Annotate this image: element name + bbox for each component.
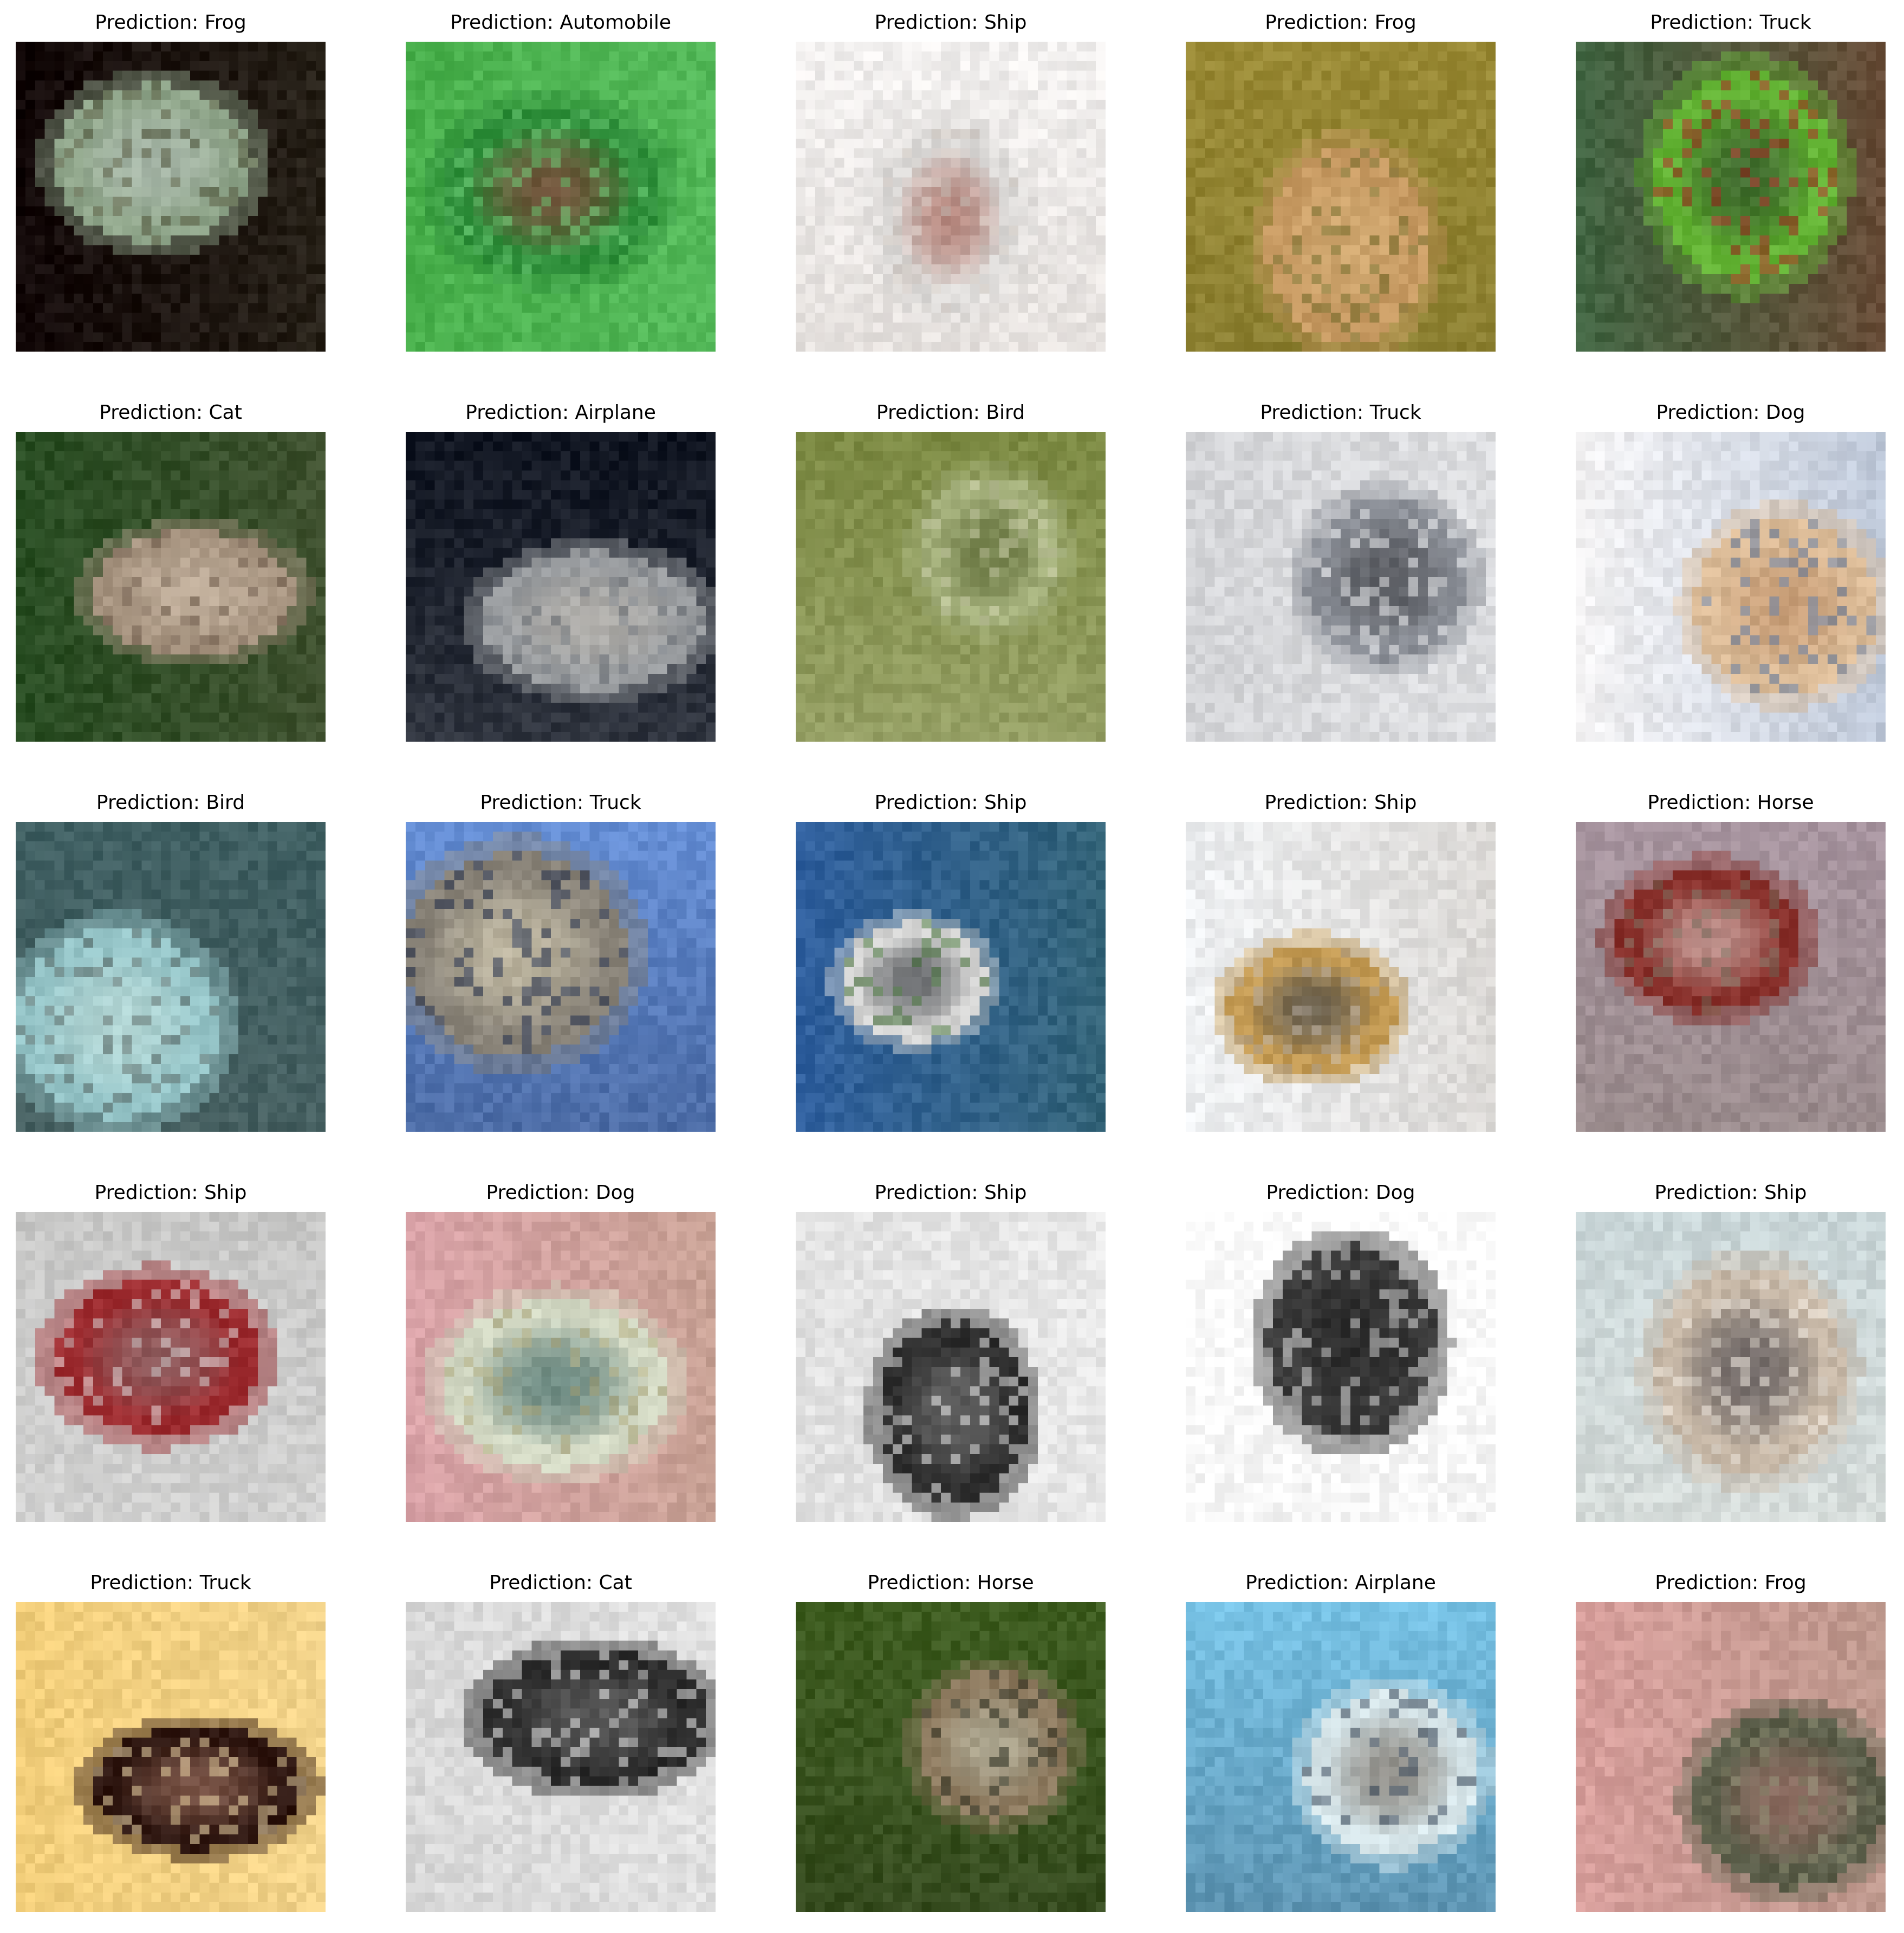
- prediction-title: Prediction: Cat: [0, 397, 369, 429]
- sample-image-horse: [796, 1602, 1106, 1912]
- prediction-title: Prediction: Ship: [752, 787, 1149, 819]
- prediction-panel: Prediction: Ship: [796, 1177, 1106, 1522]
- prediction-title: Prediction: Ship: [0, 1177, 369, 1209]
- sample-image-truck: [1186, 432, 1496, 742]
- prediction-title: Prediction: Dog: [1532, 397, 1904, 429]
- prediction-panel: Prediction: Frog: [16, 7, 326, 352]
- sample-image-dog: [1576, 432, 1886, 742]
- prediction-title: Prediction: Frog: [1532, 1567, 1904, 1599]
- prediction-title: Prediction: Ship: [1532, 1177, 1904, 1209]
- prediction-panel: Prediction: Dog: [1576, 397, 1886, 742]
- sample-image-ship: [16, 1212, 326, 1522]
- prediction-panel: Prediction: Dog: [1186, 1177, 1496, 1522]
- prediction-title: Prediction: Airplane: [362, 397, 759, 429]
- prediction-panel: Prediction: Bird: [796, 397, 1106, 742]
- prediction-title: Prediction: Horse: [1532, 787, 1904, 819]
- sample-image-horse: [1576, 822, 1886, 1132]
- prediction-title: Prediction: Airplane: [1142, 1567, 1539, 1599]
- sample-image-airplane: [406, 432, 716, 742]
- sample-image-truck: [1576, 42, 1886, 352]
- prediction-panel: Prediction: Horse: [1576, 787, 1886, 1132]
- prediction-panel: Prediction: Ship: [16, 1177, 326, 1522]
- prediction-panel: Prediction: Frog: [1576, 1567, 1886, 1912]
- prediction-panel: Prediction: Automobile: [406, 7, 716, 352]
- prediction-panel: Prediction: Airplane: [1186, 1567, 1496, 1912]
- sample-image-automobile: [406, 42, 716, 352]
- prediction-title: Prediction: Truck: [1532, 7, 1904, 39]
- sample-image-frog: [1576, 1602, 1886, 1912]
- sample-image-ship: [796, 42, 1106, 352]
- prediction-title: Prediction: Automobile: [362, 7, 759, 39]
- prediction-title: Prediction: Cat: [362, 1567, 759, 1599]
- prediction-title: Prediction: Frog: [0, 7, 369, 39]
- sample-image-ship: [796, 1212, 1106, 1522]
- sample-image-ship: [796, 822, 1106, 1132]
- sample-image-ship: [1186, 822, 1496, 1132]
- prediction-panel: Prediction: Truck: [16, 1567, 326, 1912]
- prediction-title: Prediction: Horse: [752, 1567, 1149, 1599]
- prediction-title: Prediction: Frog: [1142, 7, 1539, 39]
- prediction-panel: Prediction: Frog: [1186, 7, 1496, 352]
- prediction-panel: Prediction: Truck: [1576, 7, 1886, 352]
- prediction-panel: Prediction: Ship: [796, 787, 1106, 1132]
- sample-image-truck: [16, 1602, 326, 1912]
- sample-image-bird: [16, 822, 326, 1132]
- prediction-title: Prediction: Truck: [362, 787, 759, 819]
- prediction-title: Prediction: Ship: [752, 7, 1149, 39]
- prediction-panel: Prediction: Horse: [796, 1567, 1106, 1912]
- sample-image-truck: [406, 822, 716, 1132]
- prediction-panel: Prediction: Bird: [16, 787, 326, 1132]
- sample-image-cat: [16, 432, 326, 742]
- prediction-title: Prediction: Truck: [1142, 397, 1539, 429]
- prediction-title: Prediction: Ship: [1142, 787, 1539, 819]
- prediction-panel: Prediction: Ship: [1576, 1177, 1886, 1522]
- prediction-title: Prediction: Bird: [0, 787, 369, 819]
- prediction-panel: Prediction: Cat: [16, 397, 326, 742]
- prediction-title: Prediction: Dog: [362, 1177, 759, 1209]
- prediction-panel: Prediction: Cat: [406, 1567, 716, 1912]
- prediction-title: Prediction: Dog: [1142, 1177, 1539, 1209]
- sample-image-bird: [796, 432, 1106, 742]
- sample-image-dog: [1186, 1212, 1496, 1522]
- prediction-panel: Prediction: Ship: [1186, 787, 1496, 1132]
- prediction-panel: Prediction: Dog: [406, 1177, 716, 1522]
- sample-image-airplane: [1186, 1602, 1496, 1912]
- sample-image-frog: [1186, 42, 1496, 352]
- prediction-panel: Prediction: Truck: [406, 787, 716, 1132]
- sample-image-cat: [406, 1602, 716, 1912]
- prediction-title: Prediction: Bird: [752, 397, 1149, 429]
- prediction-panel: Prediction: Truck: [1186, 397, 1496, 742]
- sample-image-ship: [1576, 1212, 1886, 1522]
- prediction-title: Prediction: Ship: [752, 1177, 1149, 1209]
- prediction-panel: Prediction: Airplane: [406, 397, 716, 742]
- sample-image-frog: [16, 42, 326, 352]
- prediction-panel: Prediction: Ship: [796, 7, 1106, 352]
- prediction-title: Prediction: Truck: [0, 1567, 369, 1599]
- sample-image-dog: [406, 1212, 716, 1522]
